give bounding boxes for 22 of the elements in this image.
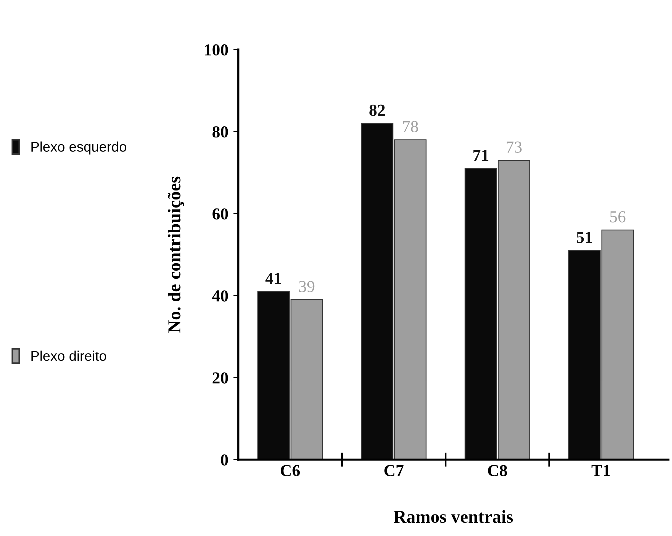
y-tick-label: 20: [212, 372, 228, 384]
legend-label: Plexo direito: [32, 350, 106, 362]
data-label: 73: [506, 142, 522, 154]
data-label: 56: [610, 212, 626, 223]
y-tick-label: 80: [212, 126, 228, 138]
data-label: 39: [299, 281, 315, 292]
data-label: 41: [266, 273, 282, 284]
x-axis-title: Ramos ventrais: [394, 510, 514, 524]
data-label: 71: [474, 150, 489, 162]
x-tick-label: C8: [488, 465, 508, 476]
y-tick-label: 100: [205, 44, 228, 56]
x-tick-label: C7: [384, 465, 404, 476]
data-label: 78: [403, 121, 418, 133]
data-label: 51: [577, 232, 592, 244]
y-tick-label: 60: [212, 208, 228, 220]
legend-label: Plexo esquerdo: [32, 142, 126, 155]
x-tick-label: C6: [281, 465, 300, 476]
y-tick-label: 40: [212, 290, 228, 302]
y-tick-label: 0: [221, 454, 228, 466]
data-label: 82: [370, 104, 386, 116]
x-tick-label: T1: [592, 465, 610, 476]
y-axis-title: No. de contribuições: [168, 176, 184, 334]
